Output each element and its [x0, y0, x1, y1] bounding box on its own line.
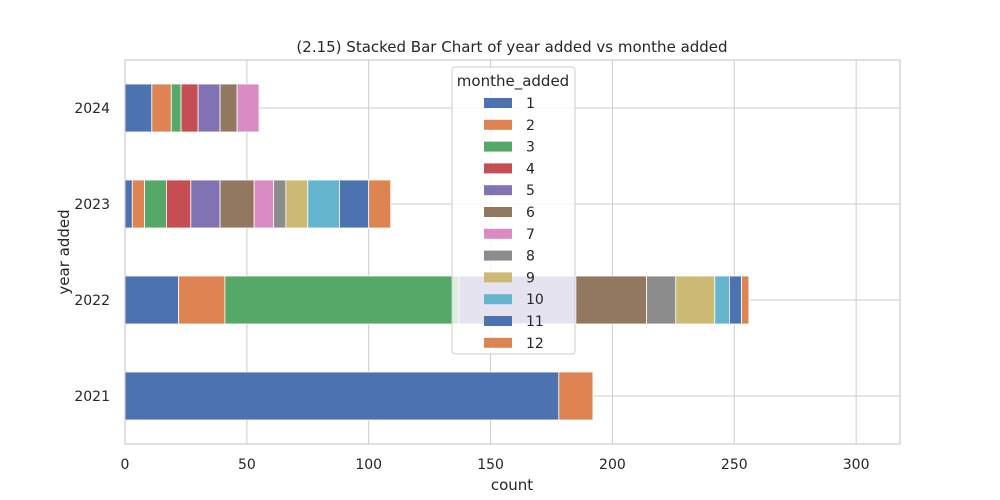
x-tick-label: 250 [721, 457, 748, 473]
bar-segment [151, 83, 172, 133]
y-tick-label: 2024 [74, 101, 110, 117]
legend-swatch [484, 207, 512, 217]
bar-segment [307, 179, 340, 229]
bar-segment [558, 371, 594, 421]
bar-segment [144, 179, 167, 229]
legend-box [451, 66, 576, 355]
legend-entry-label: 2 [526, 118, 535, 134]
legend-swatch [484, 228, 512, 239]
y-tick-label: 2022 [74, 293, 110, 309]
legend-swatch [484, 316, 512, 326]
y-tick-label: 2021 [74, 389, 110, 405]
legend-entry-label: 7 [526, 227, 535, 243]
bar-segment [131, 179, 145, 229]
bar-segment [124, 275, 180, 325]
bar-segment [575, 275, 647, 325]
x-ticks: 0 50 100 150 200 250 300 [121, 457, 870, 473]
x-tick-label: 100 [355, 457, 382, 473]
legend-entry-label: 10 [526, 292, 544, 308]
legend-entry-label: 9 [526, 270, 535, 286]
bar-segment [729, 275, 742, 325]
bar-segment [224, 275, 460, 325]
bar-segment [646, 275, 677, 325]
legend-swatch [484, 294, 512, 305]
bar-segment [741, 275, 750, 325]
bar-segment [339, 179, 370, 229]
legend-entry-label: 12 [526, 336, 544, 352]
bar-segment [219, 83, 238, 133]
bar-segment [124, 371, 560, 421]
x-tick-label: 50 [238, 457, 256, 473]
legend-swatch [484, 98, 512, 108]
bar-segment [273, 179, 287, 229]
x-tick-label: 150 [477, 457, 504, 473]
legend-swatch [484, 272, 512, 283]
y-ticks: 2021 2022 2023 2024 [74, 101, 110, 405]
legend-entry-label: 3 [526, 140, 535, 156]
x-tick-label: 0 [121, 457, 130, 473]
bar-segment [285, 179, 309, 229]
bar-segment [190, 179, 221, 229]
bar-segment [368, 179, 392, 229]
plot-frame [124, 59, 901, 445]
legend-entry-label: 6 [526, 205, 535, 221]
x-tick-label: 300 [843, 457, 870, 473]
bars [124, 83, 750, 421]
legend-swatch [484, 163, 512, 174]
bar-segment [170, 83, 182, 133]
bar-segment [166, 179, 192, 229]
legend-entry-label: 5 [526, 183, 535, 199]
y-tick-label: 2023 [74, 197, 110, 213]
bar-segment [714, 275, 730, 325]
bar-segment [236, 83, 260, 133]
bar-segment [675, 275, 716, 325]
x-tick-label: 200 [599, 457, 626, 473]
x-axis-label: count [491, 476, 533, 494]
legend-swatch [484, 185, 512, 196]
y-axis-label: year added [55, 209, 73, 294]
bar-segment [197, 83, 221, 133]
legend-entry-label: 8 [526, 249, 535, 265]
legend-entry-label: 11 [526, 314, 544, 330]
legend-swatch [484, 250, 512, 261]
legend-swatch [484, 337, 512, 348]
legend-swatch [484, 141, 512, 152]
legend-entry-label: 4 [526, 161, 535, 177]
legend-swatch [484, 119, 512, 130]
bar-segment [219, 179, 255, 229]
legend-title: monthe_added [457, 72, 569, 91]
chart-title: (2.15) Stacked Bar Chart of year added v… [296, 38, 727, 56]
bar-segment [124, 83, 153, 133]
legend-entry-label: 1 [526, 96, 535, 112]
bar-segment [180, 83, 199, 133]
bar-segment [253, 179, 275, 229]
bar-segment [178, 275, 226, 325]
bar-segment [124, 179, 133, 229]
